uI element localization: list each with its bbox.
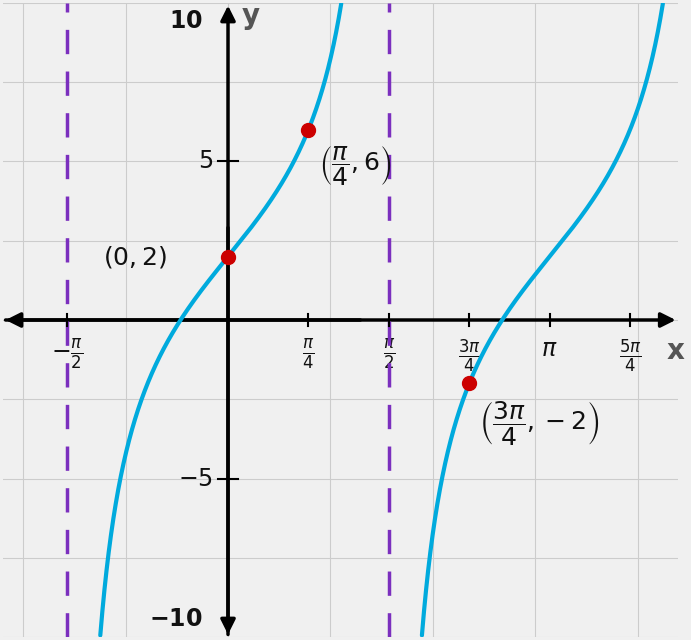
- Text: $5$: $5$: [198, 149, 213, 173]
- Text: $\frac{\pi}{4}$: $\frac{\pi}{4}$: [302, 337, 314, 372]
- Text: $\frac{5\pi}{4}$: $\frac{5\pi}{4}$: [618, 337, 641, 375]
- Text: $\mathbf{x}$: $\mathbf{x}$: [666, 337, 685, 365]
- Text: $\left(\dfrac{\pi}{4}, 6\right)$: $\left(\dfrac{\pi}{4}, 6\right)$: [319, 144, 391, 188]
- Text: $-\frac{\pi}{2}$: $-\frac{\pi}{2}$: [51, 337, 84, 372]
- Text: $\mathbf{-10}$: $\mathbf{-10}$: [149, 607, 202, 631]
- Text: $\frac{\pi}{2}$: $\frac{\pi}{2}$: [383, 337, 395, 372]
- Text: $\left(\dfrac{3\pi}{4}, -2\right)$: $\left(\dfrac{3\pi}{4}, -2\right)$: [480, 399, 600, 447]
- Text: $\frac{3\pi}{4}$: $\frac{3\pi}{4}$: [458, 337, 480, 375]
- Text: $\mathbf{y}$: $\mathbf{y}$: [241, 4, 261, 33]
- Text: $\pi$: $\pi$: [541, 337, 558, 362]
- Text: $\mathbf{10}$: $\mathbf{10}$: [169, 9, 202, 33]
- Text: $-5$: $-5$: [178, 467, 213, 491]
- Text: $(0, 2)$: $(0, 2)$: [102, 244, 167, 269]
